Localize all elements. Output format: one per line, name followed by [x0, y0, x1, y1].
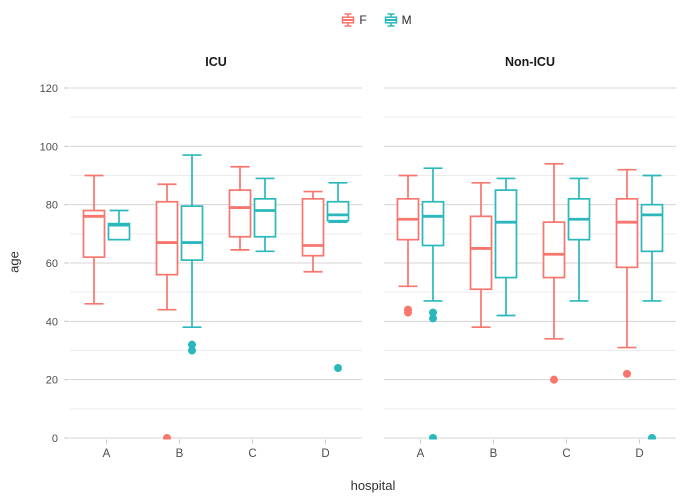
box: [107, 222, 131, 241]
boxplot-non-icu-c-f: [542, 162, 566, 384]
outlier-point: [623, 369, 631, 378]
boxplot-non-icu-d-m: [640, 174, 664, 440]
box: [155, 200, 179, 276]
y-tick-label: 60: [46, 258, 58, 270]
y-tick-label: 40: [46, 316, 58, 328]
y-tick-label: 100: [40, 141, 58, 153]
panel-non-icu: [396, 162, 664, 440]
boxplot-key-icon-f: [342, 13, 355, 27]
outlier-point: [334, 364, 342, 372]
box: [640, 203, 664, 253]
outlier-point: [429, 308, 437, 317]
legend: F M: [0, 10, 700, 30]
box: [326, 200, 350, 222]
y-tick-label: 0: [52, 433, 58, 445]
x-tick-label: D: [635, 448, 643, 460]
outlier-point: [429, 314, 437, 323]
boxplot-non-icu-b-f: [469, 181, 493, 329]
box: [421, 200, 445, 247]
boxplot-icu-b-m: [180, 154, 204, 355]
legend-label-f: F: [359, 13, 367, 27]
x-tick-label: B: [490, 448, 498, 460]
boxplot-non-icu-c-m: [567, 177, 591, 302]
boxplot-non-icu-d-f: [615, 168, 639, 378]
boxplot-icu-d-m: [326, 181, 350, 372]
boxplot-icu-a-m: [107, 209, 131, 241]
boxplot-icu-c-m: [253, 177, 277, 253]
facet-title-icu: ICU: [205, 55, 227, 69]
outlier-point: [163, 434, 171, 440]
box: [180, 205, 204, 261]
outlier-point: [550, 375, 558, 384]
boxplot-non-icu-b-m: [494, 177, 518, 317]
legend-item-f[interactable]: F: [340, 12, 367, 28]
x-tick-label: D: [321, 448, 329, 460]
x-tick-label: A: [417, 448, 425, 460]
boxplot-icu-d-f: [301, 190, 325, 273]
outlier-point: [404, 308, 412, 317]
boxplot-non-icu-a-m: [421, 167, 445, 440]
boxplot-icu-a-f: [82, 174, 106, 305]
boxplot-key-icon-m: [384, 13, 397, 27]
box: [469, 215, 493, 291]
panel-icu: [82, 154, 350, 440]
box: [301, 197, 325, 257]
outlier-point: [648, 434, 656, 440]
x-tick-label: A: [103, 448, 111, 460]
legend-item-m[interactable]: M: [383, 12, 412, 28]
y-tick-label: 80: [46, 200, 58, 212]
y-tick-label: 20: [46, 375, 58, 387]
box: [615, 197, 639, 269]
boxplot-icu-b-f: [155, 183, 179, 440]
outlier-point: [429, 434, 437, 440]
outlier-point: [188, 346, 196, 355]
x-tick-label: C: [562, 448, 570, 460]
legend-label-m: M: [401, 13, 412, 27]
boxplot-non-icu-a-f: [396, 174, 420, 317]
y-tick-label: 120: [40, 83, 58, 95]
x-axis-title: hospital: [350, 478, 396, 493]
box: [228, 189, 252, 238]
facet-title-non-icu: Non-ICU: [505, 55, 555, 69]
boxplot-icu-c-f: [228, 165, 252, 251]
outlier-point: [188, 340, 196, 349]
box: [542, 221, 566, 279]
x-tick-label: B: [176, 448, 184, 460]
y-axis-title: age: [6, 251, 22, 273]
box: [494, 189, 518, 279]
box: [82, 209, 106, 259]
box: [253, 197, 277, 238]
x-tick-label: C: [248, 448, 256, 460]
